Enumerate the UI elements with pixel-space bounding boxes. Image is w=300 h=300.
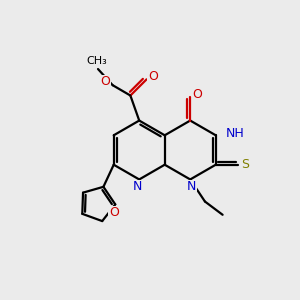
Text: N: N [187,180,196,193]
Text: CH₃: CH₃ [86,56,107,66]
Text: NH: NH [226,127,245,140]
Text: N: N [133,180,142,193]
Text: O: O [148,70,158,83]
Text: O: O [193,88,202,100]
Text: O: O [100,75,110,88]
Text: O: O [109,206,119,219]
Text: S: S [241,158,249,171]
